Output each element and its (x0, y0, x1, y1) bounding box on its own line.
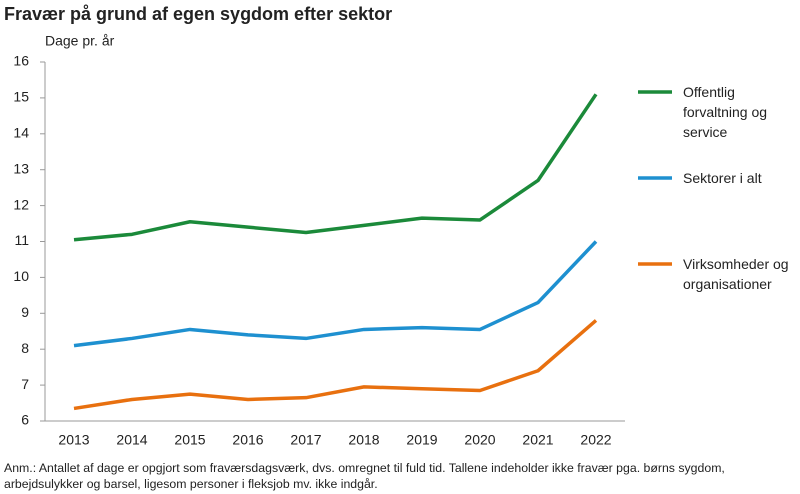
series-line (73, 319, 598, 411)
x-tick-label: 2019 (406, 432, 437, 448)
y-tick-label: 8 (21, 340, 29, 356)
x-tick-label: 2020 (464, 432, 495, 448)
note: Anm.: Antallet af dage er opgjort som fr… (4, 461, 725, 491)
x-tick-label: 2021 (522, 432, 553, 448)
y-tick-label: 15 (13, 89, 29, 105)
x-tick-label: 2014 (116, 432, 147, 448)
x-tick-label: 2017 (290, 432, 321, 448)
x-tick-label: 2018 (348, 432, 379, 448)
y-tick-label: 10 (13, 268, 29, 284)
x-tick-label: 2022 (580, 432, 611, 448)
y-tick-label: 6 (21, 412, 29, 428)
legend-label: Sektorer i alt (683, 170, 762, 186)
y-tick-label: 14 (13, 125, 29, 141)
y-axis-label: Dage pr. år (45, 33, 115, 49)
y-tick-label: 12 (13, 196, 29, 212)
x-tick-label: 2015 (174, 432, 205, 448)
y-tick-label: 11 (14, 232, 29, 248)
y-tick-label: 9 (21, 304, 29, 320)
legend-label: Virksomheder og organisationer (683, 256, 789, 292)
series-line (73, 93, 598, 242)
y-tick-label: 7 (21, 376, 29, 392)
x-tick-label: 2016 (232, 432, 263, 448)
chart-title: Fravær på grund af egen sygdom efter sek… (4, 4, 393, 24)
x-tick-label: 2013 (58, 432, 89, 448)
y-tick-label: 16 (13, 53, 29, 69)
series-line (73, 240, 598, 348)
legend-label: Offentlig forvaltning og service (683, 84, 768, 140)
y-tick-label: 13 (13, 160, 29, 176)
